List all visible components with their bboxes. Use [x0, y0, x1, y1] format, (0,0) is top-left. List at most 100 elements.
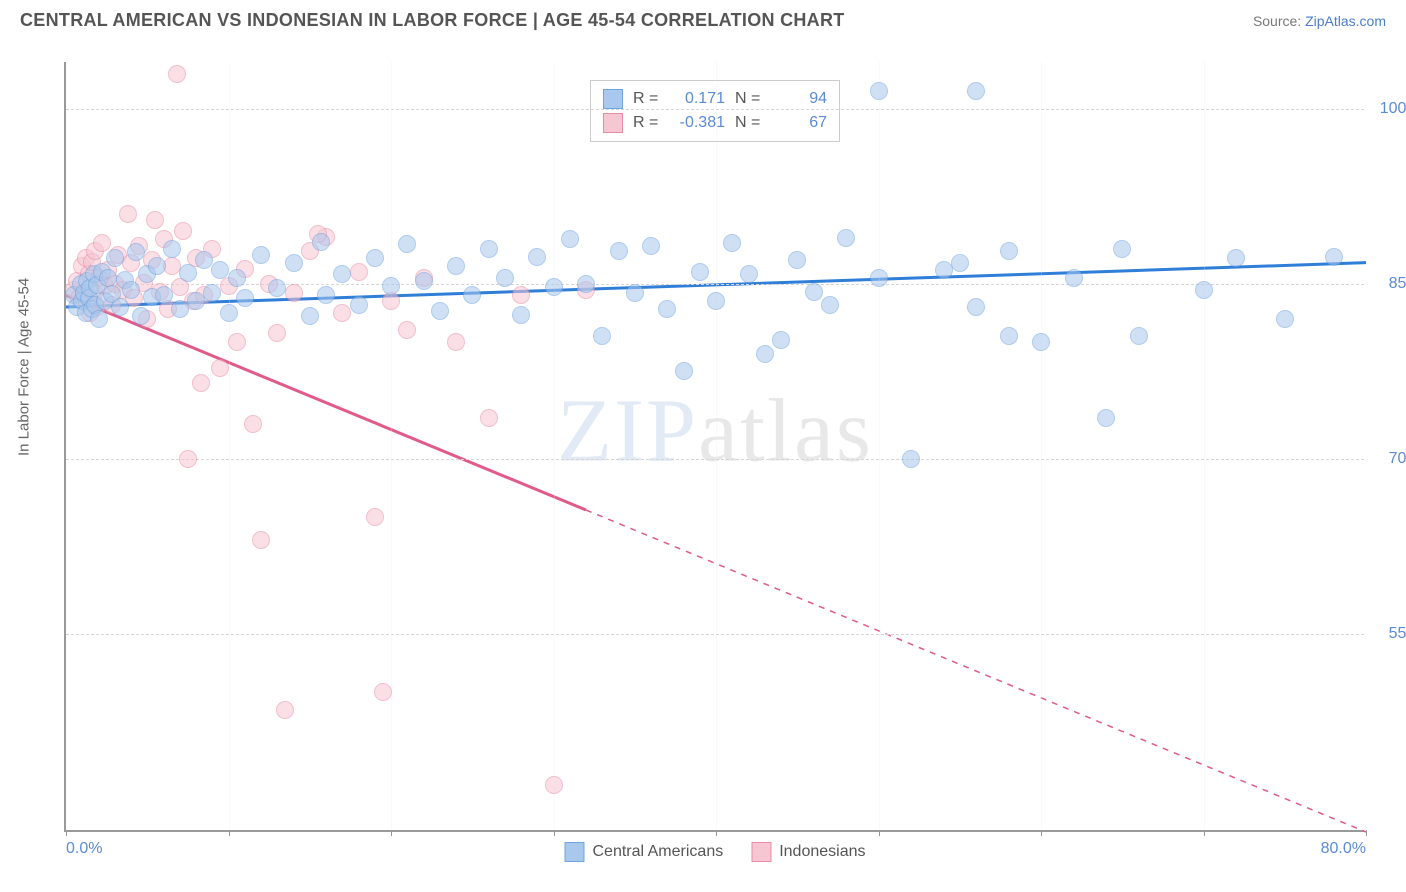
y-tick-label: 85.0%	[1374, 275, 1406, 293]
x-tick-label: 80.0%	[1321, 840, 1366, 858]
stat-n-value: 94	[773, 90, 827, 108]
gridline-v	[879, 62, 880, 830]
scatter-point	[312, 233, 330, 251]
scatter-point	[106, 249, 124, 267]
y-tick-label: 100.0%	[1374, 100, 1406, 118]
watermark: ZIPatlas	[557, 379, 873, 482]
scatter-point	[1276, 310, 1294, 328]
scatter-point	[317, 286, 335, 304]
gridline-v	[229, 62, 230, 830]
scatter-point	[366, 508, 384, 526]
scatter-point	[252, 246, 270, 264]
scatter-point	[148, 257, 166, 275]
scatter-point	[187, 292, 205, 310]
scatter-point	[1032, 333, 1050, 351]
scatter-point	[626, 284, 644, 302]
scatter-point	[382, 277, 400, 295]
source-link[interactable]: ZipAtlas.com	[1305, 13, 1386, 29]
scatter-point	[90, 310, 108, 328]
scatter-point	[675, 362, 693, 380]
scatter-point	[168, 65, 186, 83]
x-tick	[716, 830, 717, 836]
scatter-point	[155, 286, 173, 304]
scatter-point	[268, 324, 286, 342]
scatter-point	[658, 300, 676, 318]
scatter-point	[496, 269, 514, 287]
scatter-point	[447, 257, 465, 275]
scatter-point	[163, 240, 181, 258]
gridline-v	[1041, 62, 1042, 830]
scatter-point	[398, 235, 416, 253]
scatter-point	[1097, 409, 1115, 427]
trend-line-dashed	[586, 510, 1366, 832]
scatter-point	[179, 450, 197, 468]
scatter-point	[111, 298, 129, 316]
scatter-point	[366, 249, 384, 267]
y-axis-title: In Labor Force | Age 45-54	[16, 278, 33, 456]
scatter-point	[1227, 249, 1245, 267]
stat-r-label: R =	[633, 114, 661, 132]
stats-row: R =0.171N =94	[603, 87, 827, 111]
x-tick	[879, 830, 880, 836]
scatter-point	[1130, 327, 1148, 345]
y-tick-label: 70.0%	[1374, 450, 1406, 468]
scatter-point	[122, 281, 140, 299]
gridline-h	[66, 634, 1364, 635]
scatter-point	[127, 243, 145, 261]
gridline-h	[66, 459, 1364, 460]
x-tick	[391, 830, 392, 836]
source-attribution: Source: ZipAtlas.com	[1253, 13, 1386, 29]
legend-swatch	[564, 842, 584, 862]
x-tick	[66, 830, 67, 836]
scatter-point	[415, 272, 433, 290]
watermark-atlas: atlas	[698, 381, 873, 480]
scatter-point	[756, 345, 774, 363]
scatter-point	[1195, 281, 1213, 299]
scatter-point	[528, 248, 546, 266]
legend-swatch	[603, 89, 623, 109]
scatter-point	[203, 284, 221, 302]
stat-n-value: 67	[773, 114, 827, 132]
legend-label: Central Americans	[592, 843, 723, 861]
legend-item: Central Americans	[564, 842, 723, 862]
scatter-point	[146, 211, 164, 229]
scatter-point	[268, 279, 286, 297]
scatter-point	[691, 263, 709, 281]
scatter-point	[276, 701, 294, 719]
scatter-point	[350, 296, 368, 314]
scatter-point	[545, 278, 563, 296]
scatter-point	[220, 304, 238, 322]
scatter-point	[431, 302, 449, 320]
stats-legend-box: R =0.171N =94R =-0.381N =67	[590, 80, 840, 142]
scatter-point	[870, 269, 888, 287]
scatter-point	[805, 283, 823, 301]
scatter-point	[301, 307, 319, 325]
scatter-point	[179, 264, 197, 282]
x-tick	[229, 830, 230, 836]
scatter-point	[285, 284, 303, 302]
chart-header: CENTRAL AMERICAN VS INDONESIAN IN LABOR …	[0, 0, 1406, 37]
scatter-point	[192, 374, 210, 392]
stat-n-label: N =	[735, 114, 763, 132]
scatter-point	[236, 289, 254, 307]
scatter-point	[707, 292, 725, 310]
correlation-chart: In Labor Force | Age 45-54 ZIPatlas R =0…	[20, 44, 1386, 868]
scatter-point	[951, 254, 969, 272]
plot-area: ZIPatlas R =0.171N =94R =-0.381N =67 Cen…	[64, 62, 1364, 832]
scatter-point	[447, 333, 465, 351]
x-tick	[1204, 830, 1205, 836]
scatter-point	[1325, 248, 1343, 266]
scatter-point	[967, 82, 985, 100]
scatter-point	[593, 327, 611, 345]
scatter-point	[1000, 242, 1018, 260]
x-tick	[1366, 830, 1367, 836]
scatter-point	[577, 275, 595, 293]
scatter-point	[333, 304, 351, 322]
stat-r-label: R =	[633, 90, 661, 108]
bottom-legend: Central AmericansIndonesians	[564, 842, 865, 862]
scatter-point	[463, 286, 481, 304]
scatter-point	[333, 265, 351, 283]
scatter-point	[244, 415, 262, 433]
scatter-point	[561, 230, 579, 248]
scatter-point	[119, 205, 137, 223]
